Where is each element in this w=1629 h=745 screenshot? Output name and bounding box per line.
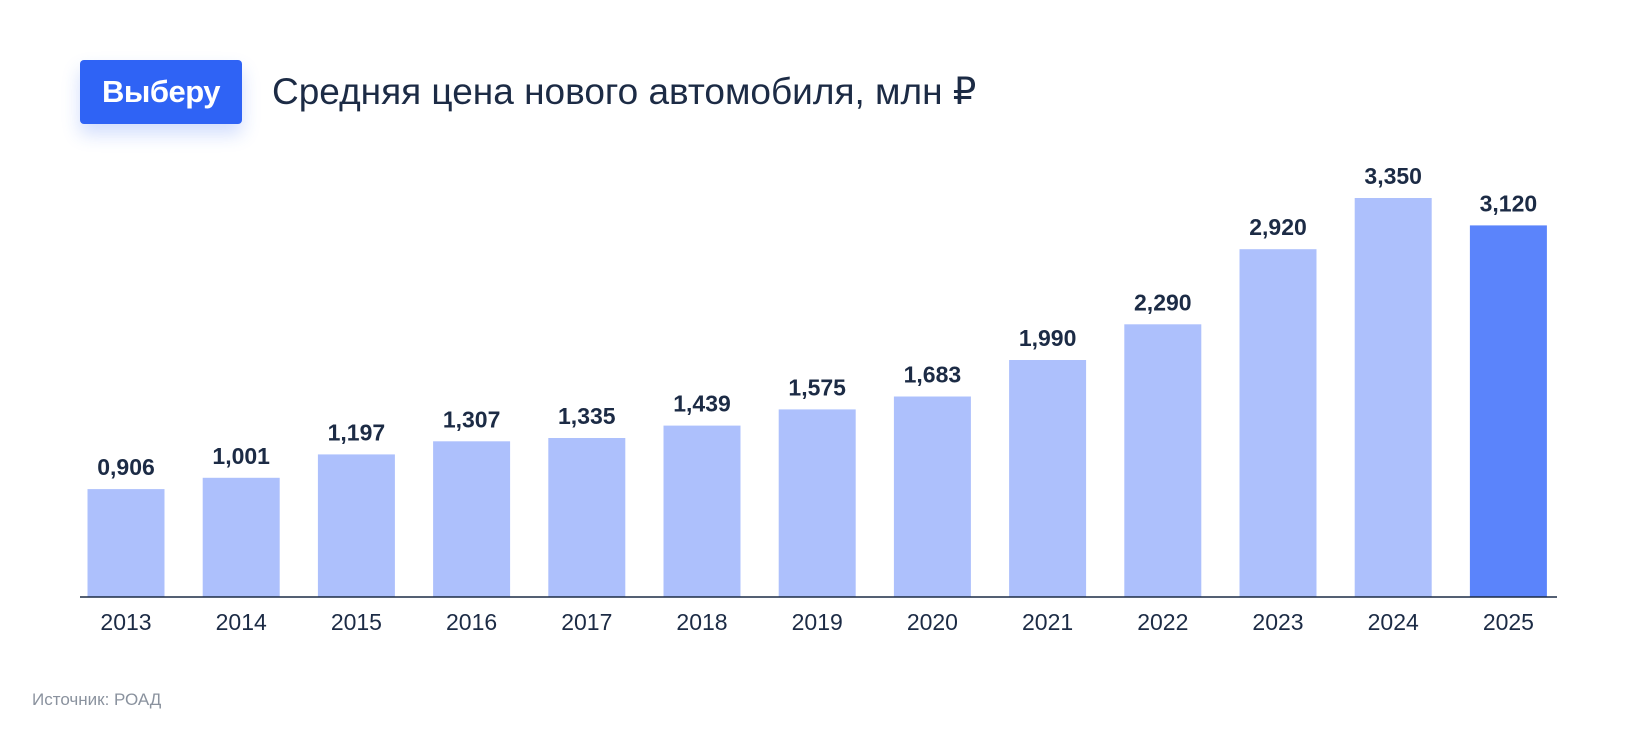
bar-2023 bbox=[1239, 249, 1317, 597]
x-tick-label-2021: 2021 bbox=[1022, 609, 1073, 635]
x-tick-label-2018: 2018 bbox=[676, 609, 727, 635]
bar-2025 bbox=[1469, 225, 1547, 597]
x-tick-label-2013: 2013 bbox=[100, 609, 151, 635]
value-label-2016: 1,307 bbox=[443, 406, 501, 432]
bar-2017 bbox=[548, 438, 626, 597]
value-label-2019: 1,575 bbox=[788, 374, 846, 400]
brand-logo: Выберу bbox=[80, 60, 242, 124]
x-tick-label-2022: 2022 bbox=[1137, 609, 1188, 635]
x-tick-label-2016: 2016 bbox=[446, 609, 497, 635]
value-label-2014: 1,001 bbox=[212, 443, 270, 469]
chart-title: Средняя цена нового автомобиля, млн ₽ bbox=[272, 71, 977, 112]
value-label-2017: 1,335 bbox=[558, 403, 616, 429]
x-tick-label-2023: 2023 bbox=[1252, 609, 1303, 635]
bar-2021 bbox=[1009, 360, 1087, 597]
bar-2020 bbox=[893, 396, 971, 597]
x-tick-label-2019: 2019 bbox=[792, 609, 843, 635]
source-note: Источник: РОАД bbox=[32, 690, 162, 709]
value-label-2015: 1,197 bbox=[328, 419, 386, 445]
bar-2013 bbox=[87, 489, 165, 597]
bar-2018 bbox=[663, 425, 741, 597]
brand-logo-text: Выберу bbox=[101, 74, 221, 109]
x-tick-label-2017: 2017 bbox=[561, 609, 612, 635]
x-tick-label-2014: 2014 bbox=[216, 609, 267, 635]
value-label-2013: 0,906 bbox=[97, 454, 155, 480]
x-tick-label-2015: 2015 bbox=[331, 609, 382, 635]
x-tick-label-2024: 2024 bbox=[1368, 609, 1419, 635]
bar-2019 bbox=[778, 409, 856, 597]
value-label-2021: 1,990 bbox=[1019, 325, 1077, 351]
x-tick-label-2020: 2020 bbox=[907, 609, 958, 635]
value-label-2022: 2,290 bbox=[1134, 289, 1192, 315]
x-tick-label-2025: 2025 bbox=[1483, 609, 1534, 635]
value-label-2025: 3,120 bbox=[1480, 190, 1538, 216]
value-label-2020: 1,683 bbox=[904, 362, 962, 388]
value-label-2023: 2,920 bbox=[1249, 214, 1307, 240]
value-label-2024: 3,350 bbox=[1364, 163, 1422, 189]
bar-2016 bbox=[433, 441, 511, 597]
bar-2015 bbox=[317, 454, 395, 597]
bar-2022 bbox=[1124, 324, 1202, 597]
bar-2024 bbox=[1354, 198, 1432, 597]
bar-2014 bbox=[202, 477, 280, 597]
value-label-2018: 1,439 bbox=[673, 391, 731, 417]
